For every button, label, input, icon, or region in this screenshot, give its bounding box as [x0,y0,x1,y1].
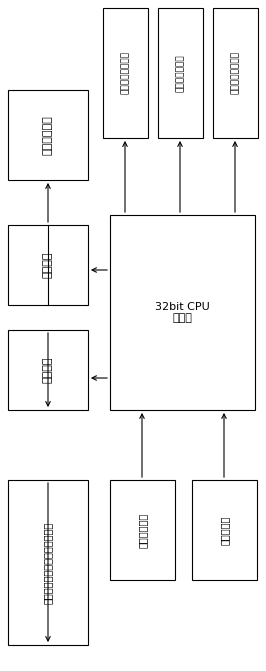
Text: 32bit CPU
单片机: 32bit CPU 单片机 [155,302,210,323]
Bar [158,8,203,138]
Bar [192,480,257,580]
Text: 超声波加湿器: 超声波加湿器 [43,115,53,155]
Bar [8,330,88,410]
Text: 温湿度传感器: 温湿度传感器 [138,513,148,548]
Bar [110,480,175,580]
Text: 输出加湿电控制: 输出加湿电控制 [176,54,185,92]
Bar [110,215,255,410]
Bar [213,8,258,138]
Bar [8,225,88,305]
Text: 输出报警控制端口: 输出报警控制端口 [231,52,240,95]
Text: 流量传感器: 流量传感器 [219,515,230,545]
Bar [8,480,88,645]
Text: 输出放大器控制端: 输出放大器控制端 [121,52,130,95]
Bar [103,8,148,138]
Bar [8,90,88,180]
Text: 防静电空气加湿器控制系统模块: 防静电空气加湿器控制系统模块 [43,521,53,604]
Text: 继电器组: 继电器组 [43,252,53,278]
Text: 继电器组: 继电器组 [43,357,53,383]
